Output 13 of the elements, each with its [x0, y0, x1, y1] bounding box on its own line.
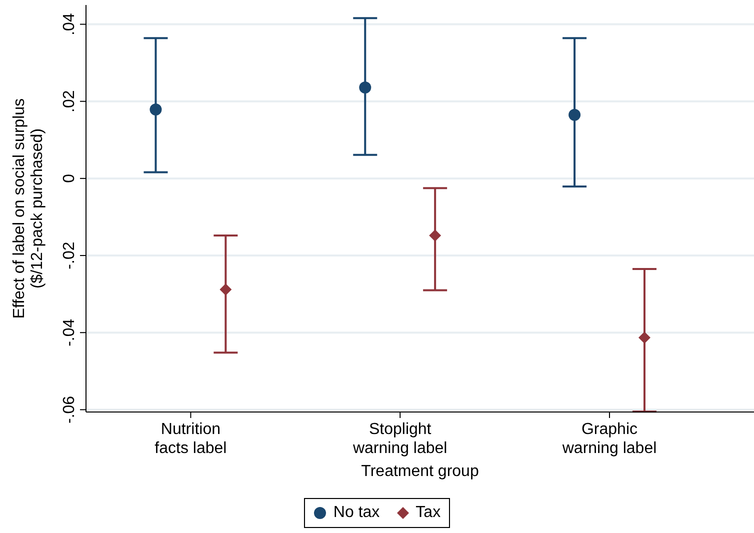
- y-tick-label: .04: [61, 13, 78, 36]
- y-axis-title: Effect of label on social surplus ($/12-pack purchased): [11, 98, 46, 319]
- y-tick-label: .02: [61, 90, 78, 112]
- y-tick-label: -.06: [61, 396, 78, 424]
- legend-label: Tax: [416, 504, 441, 522]
- x-axis-title: Treatment group: [361, 463, 479, 480]
- legend-label: No tax: [333, 504, 380, 522]
- y-tick-label: -.02: [61, 242, 78, 270]
- y-tick-label: -.04: [61, 318, 78, 346]
- x-tick-label: Stoplight warning label: [352, 421, 448, 457]
- x-tick-label: Nutrition facts label: [154, 421, 227, 457]
- y-tick-label: 0: [61, 174, 78, 183]
- x-tick-label: Graphic warning label: [561, 421, 657, 457]
